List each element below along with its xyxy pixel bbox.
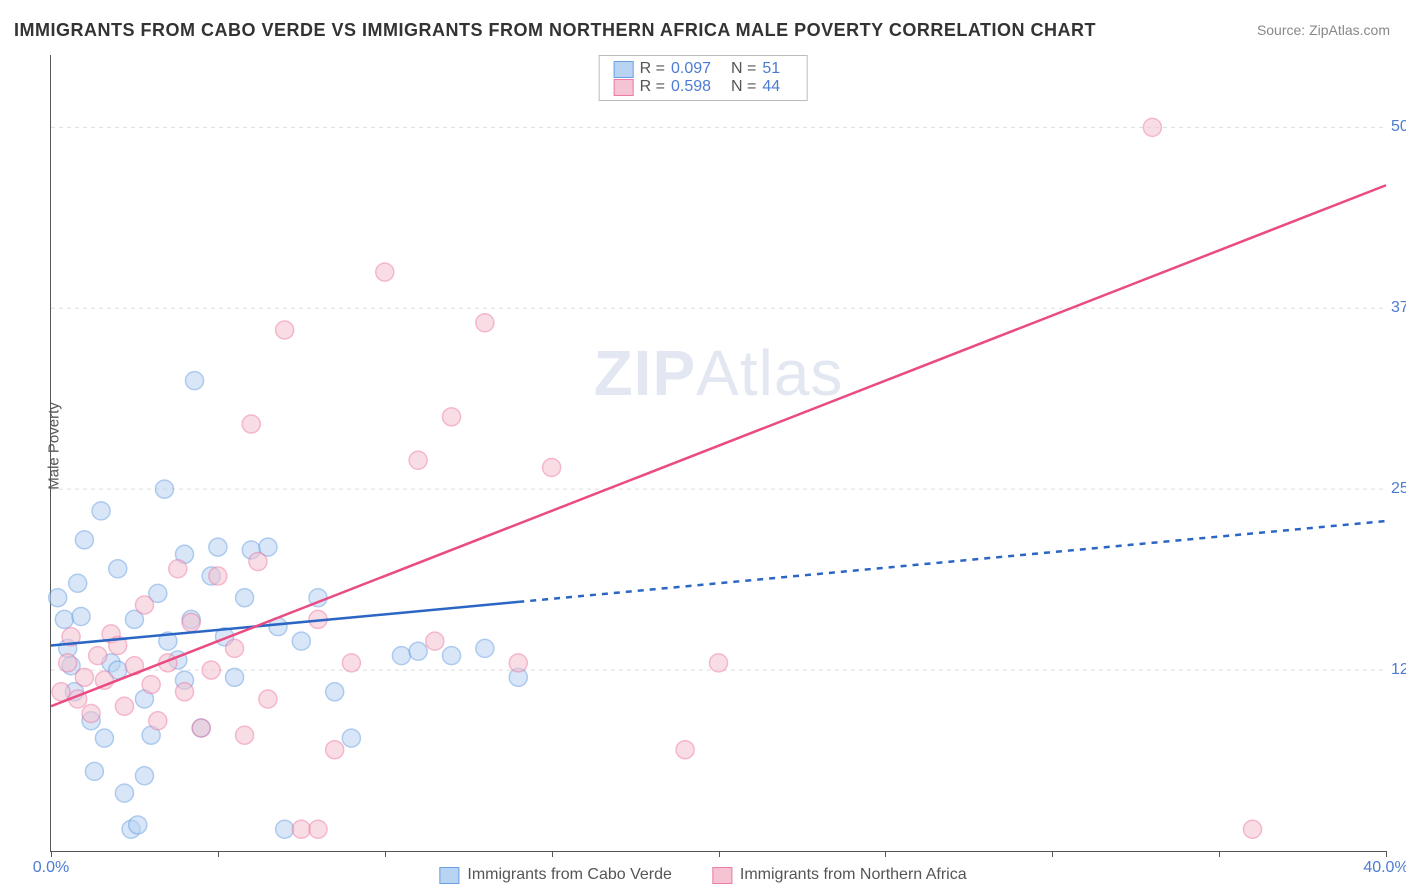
series-legend-item: Immigrants from Cabo Verde	[439, 866, 672, 884]
x-tick	[1052, 851, 1053, 857]
data-point	[72, 608, 90, 626]
plot-area: ZIPAtlas 0.0% 40.0% 12.5%25.0%37.5%50.0%	[50, 55, 1386, 852]
data-point	[342, 654, 360, 672]
data-point	[75, 668, 93, 686]
data-point	[326, 683, 344, 701]
data-point	[710, 654, 728, 672]
series-legend-item: Immigrants from Northern Africa	[712, 866, 967, 884]
data-point	[59, 654, 77, 672]
data-point	[135, 596, 153, 614]
data-point	[476, 639, 494, 657]
data-point	[55, 610, 73, 628]
data-point	[476, 314, 494, 332]
data-point	[209, 567, 227, 585]
y-tick-label: 50.0%	[1391, 118, 1406, 136]
correlation-legend: R = 0.097 N = 51 R = 0.598 N = 44	[599, 55, 808, 101]
data-point	[276, 321, 294, 339]
data-point	[509, 654, 527, 672]
data-point	[209, 538, 227, 556]
data-point	[182, 613, 200, 631]
data-point	[226, 639, 244, 657]
data-point	[52, 683, 70, 701]
data-point	[109, 560, 127, 578]
data-point	[85, 762, 103, 780]
data-point	[376, 263, 394, 281]
data-point	[192, 719, 210, 737]
data-point	[409, 642, 427, 660]
trend-line-extrapolated	[518, 521, 1386, 602]
chart-title: IMMIGRANTS FROM CABO VERDE VS IMMIGRANTS…	[14, 20, 1096, 41]
x-tick	[552, 851, 553, 857]
legend-swatch	[712, 867, 732, 884]
data-point	[236, 589, 254, 607]
data-point	[392, 647, 410, 665]
data-point	[249, 553, 267, 571]
legend-swatch	[439, 867, 459, 884]
x-tick	[885, 851, 886, 857]
correlation-legend-row: R = 0.598 N = 44	[614, 78, 793, 96]
data-point	[82, 705, 100, 723]
data-point	[149, 712, 167, 730]
data-point	[202, 661, 220, 679]
data-point	[169, 560, 187, 578]
data-point	[1143, 118, 1161, 136]
data-point	[676, 741, 694, 759]
data-point	[226, 668, 244, 686]
x-axis-min-label: 0.0%	[33, 859, 69, 877]
y-tick-label: 25.0%	[1391, 480, 1406, 498]
y-tick-label: 37.5%	[1391, 299, 1406, 317]
data-point	[342, 729, 360, 747]
x-tick	[1386, 851, 1387, 857]
data-point	[69, 574, 87, 592]
data-point	[443, 408, 461, 426]
data-point	[1244, 820, 1262, 838]
data-point	[89, 647, 107, 665]
x-tick	[1219, 851, 1220, 857]
data-point	[242, 415, 260, 433]
data-point	[115, 784, 133, 802]
data-point	[75, 531, 93, 549]
data-point	[49, 589, 67, 607]
data-point	[129, 816, 147, 834]
data-point	[95, 729, 113, 747]
data-point	[426, 632, 444, 650]
data-point	[259, 690, 277, 708]
data-point	[292, 820, 310, 838]
data-point	[543, 458, 561, 476]
data-point	[326, 741, 344, 759]
data-point	[115, 697, 133, 715]
x-tick	[51, 851, 52, 857]
trend-line	[51, 602, 518, 646]
x-tick	[719, 851, 720, 857]
data-point	[236, 726, 254, 744]
data-point	[92, 502, 110, 520]
data-point	[443, 647, 461, 665]
data-point	[142, 676, 160, 694]
correlation-legend-row: R = 0.097 N = 51	[614, 60, 793, 78]
x-tick	[385, 851, 386, 857]
source-attribution: Source: ZipAtlas.com	[1257, 22, 1390, 38]
data-point	[155, 480, 173, 498]
trend-line	[51, 185, 1386, 706]
series-legend: Immigrants from Cabo Verde Immigrants fro…	[439, 866, 966, 884]
y-tick-label: 12.5%	[1391, 661, 1406, 679]
data-point	[292, 632, 310, 650]
x-axis-max-label: 40.0%	[1363, 859, 1406, 877]
chart-svg	[51, 55, 1386, 851]
legend-swatch	[614, 79, 634, 96]
data-point	[186, 372, 204, 390]
data-point	[176, 683, 194, 701]
data-point	[309, 820, 327, 838]
x-tick	[218, 851, 219, 857]
legend-swatch	[614, 61, 634, 78]
data-point	[276, 820, 294, 838]
data-point	[135, 767, 153, 785]
data-point	[409, 451, 427, 469]
